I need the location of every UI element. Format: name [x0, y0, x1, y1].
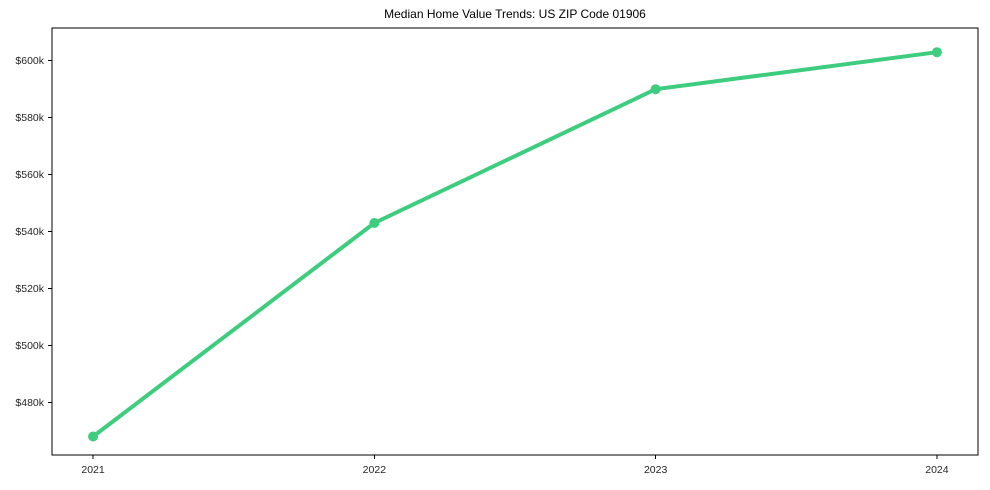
data-point-marker [88, 431, 99, 442]
y-axis-tick-label: $560k [15, 169, 44, 181]
y-axis-tick-label: $580k [15, 112, 44, 124]
y-axis-tick-label: $600k [15, 55, 44, 67]
x-axis-tick-label: 2023 [644, 464, 668, 476]
chart-title: Median Home Value Trends: US ZIP Code 01… [384, 7, 646, 21]
plot-border [51, 27, 979, 456]
y-axis-tick-label: $520k [15, 283, 44, 295]
x-axis-tick-label: 2024 [925, 464, 949, 476]
data-point-marker [931, 47, 942, 58]
y-axis-tick-label: $540k [15, 226, 44, 238]
data-point-marker [650, 84, 661, 95]
x-axis-tick-label: 2021 [81, 464, 105, 476]
x-axis-tick-label: 2022 [363, 464, 387, 476]
y-axis-tick-label: $480k [15, 397, 44, 409]
data-point-marker [369, 217, 380, 228]
y-axis-tick-label: $500k [15, 340, 44, 352]
series-line [91, 50, 939, 439]
